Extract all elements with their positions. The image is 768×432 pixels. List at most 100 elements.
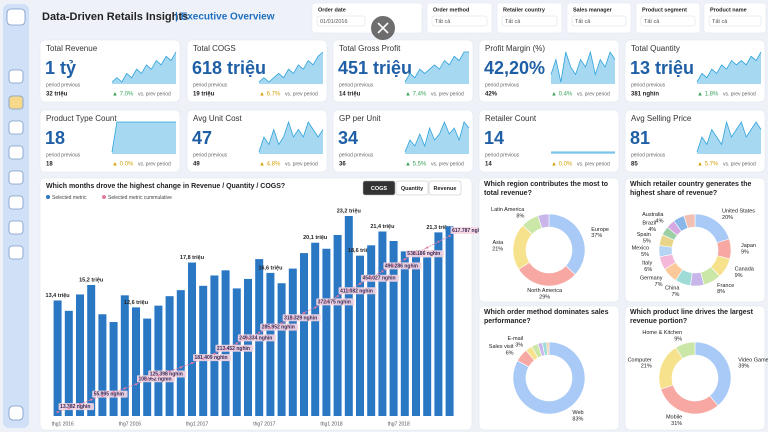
bar — [356, 255, 364, 416]
nav-icon-active[interactable] — [8, 95, 24, 110]
cumulative-label: 285.952 nghìn — [262, 325, 295, 331]
filter-input[interactable] — [316, 15, 366, 27]
cumulative-point — [157, 374, 160, 377]
kpi-change: ▲ 0.0% — [112, 162, 134, 168]
nav-icon[interactable] — [8, 170, 24, 185]
kpi-title: Avg Selling Price — [631, 114, 692, 123]
kpi-previous: 49 — [193, 162, 200, 168]
sparkline-area — [405, 52, 469, 84]
cumulative-point — [56, 411, 59, 414]
nav-icon[interactable] — [8, 120, 24, 135]
kpi-previous: 85 — [631, 162, 638, 168]
kpi-change: ▲ 7.0% — [112, 92, 134, 98]
chart-title: Which order method dominates sales perfo… — [484, 309, 609, 325]
nav-icon[interactable] — [8, 245, 24, 260]
kpi-value: 618 triệu — [192, 58, 266, 78]
bar — [344, 216, 353, 416]
filter-value: Tất cả — [712, 19, 728, 25]
filter-value: Tất cả — [644, 19, 660, 25]
donut-slice — [546, 341, 550, 356]
slice-label: Web — [572, 410, 583, 416]
slice-label: Spain — [637, 232, 651, 238]
cumulative-label: 108.952 nghìn — [139, 376, 172, 382]
card — [332, 39, 474, 103]
page-title: Data-Driven Retails Insights — [42, 11, 188, 23]
cumulative-point — [190, 362, 194, 365]
bar-label: 21,4 triệu — [370, 224, 394, 230]
cumulative-point — [168, 370, 171, 373]
slice-label: China — [665, 286, 680, 292]
filter-input[interactable] — [571, 15, 627, 27]
cumulative-point — [314, 306, 317, 309]
slice-label: Brazil — [642, 221, 656, 227]
kpi-previous-label: period previous — [193, 152, 228, 158]
metric-button[interactable] — [395, 180, 429, 196]
cumulative-label: 372.675 nghìn — [318, 299, 351, 305]
bar — [64, 310, 73, 416]
slice-value: 6% — [506, 351, 514, 357]
nav-icon[interactable] — [8, 195, 24, 210]
kpi-value: 451 triệu — [338, 58, 412, 78]
bar — [120, 295, 129, 416]
filter-input[interactable] — [708, 15, 762, 27]
slice-value: 9% — [735, 273, 743, 279]
card — [332, 109, 474, 173]
slice-value: 39% — [738, 364, 749, 370]
nav-icon[interactable] — [8, 145, 24, 160]
slice-value: 31% — [671, 421, 682, 427]
slice-value: 83% — [572, 417, 583, 423]
sidebar — [3, 4, 29, 428]
x-tick-label: thg1 2018 — [320, 421, 342, 427]
bar — [87, 284, 96, 416]
legend-label: Selected metric cummulative — [108, 195, 172, 201]
chart-title-text: Which order method dominates sales perfo… — [484, 309, 609, 325]
metric-button[interactable] — [362, 180, 396, 196]
sparkline-area — [259, 122, 323, 154]
cumulative-label-bg — [237, 334, 276, 342]
nav-icon[interactable] — [8, 220, 24, 235]
bar — [98, 314, 107, 416]
slice-value: 8% — [717, 289, 725, 295]
cumulative-point — [403, 258, 406, 261]
kpi-value: 18 — [45, 128, 65, 148]
kpi-title: Product Type Count — [46, 114, 117, 123]
metric-button[interactable] — [428, 180, 462, 196]
chart-title: Which retailer country generates the hig… — [630, 181, 751, 197]
nav-icon[interactable] — [8, 69, 24, 84]
bar — [400, 251, 409, 416]
slice-value: 37% — [591, 233, 602, 239]
cumulative-point — [392, 264, 395, 267]
filter-input[interactable] — [501, 15, 558, 27]
chart-title: Which months drove the highest change in… — [46, 183, 285, 190]
sparkline-area — [112, 52, 176, 84]
sparkline-area — [259, 52, 323, 84]
kpi-comparison: vs. prev period — [431, 161, 464, 167]
bar-label: 20,1 triệu — [303, 235, 327, 241]
cumulative-point — [213, 352, 216, 355]
kpi-previous-label: period previous — [339, 152, 374, 158]
slice-label: Italy — [642, 260, 652, 266]
bar — [109, 322, 118, 416]
cumulative-point — [370, 276, 373, 279]
back-button[interactable] — [8, 405, 24, 421]
page-subtitle: | Executive Overview — [175, 12, 275, 23]
kpi-change: ▲ 1.8% — [697, 92, 719, 98]
slice-value: 4% — [656, 219, 664, 225]
home-button[interactable] — [6, 8, 26, 26]
kpi-title: GP per Unit — [339, 114, 381, 123]
slice-value: 21% — [492, 247, 503, 253]
x-tick-label: thg7 2016 — [119, 421, 141, 427]
donut-slice — [512, 341, 586, 415]
slice-value: 8% — [516, 214, 524, 220]
kpi-previous-label: period previous — [339, 82, 374, 88]
slice-value: 9% — [741, 249, 749, 255]
cumulative-label: 496.286 nghìn — [385, 263, 418, 269]
slice-label: Computer — [628, 357, 652, 363]
bar — [311, 242, 320, 416]
kpi-value: 81 — [630, 128, 650, 148]
cumulative-label: 318.329 nghìn — [284, 315, 317, 321]
bar — [378, 231, 387, 416]
cumulative-point — [134, 383, 138, 386]
filter-input[interactable] — [640, 15, 696, 27]
filter-input[interactable] — [431, 15, 488, 27]
